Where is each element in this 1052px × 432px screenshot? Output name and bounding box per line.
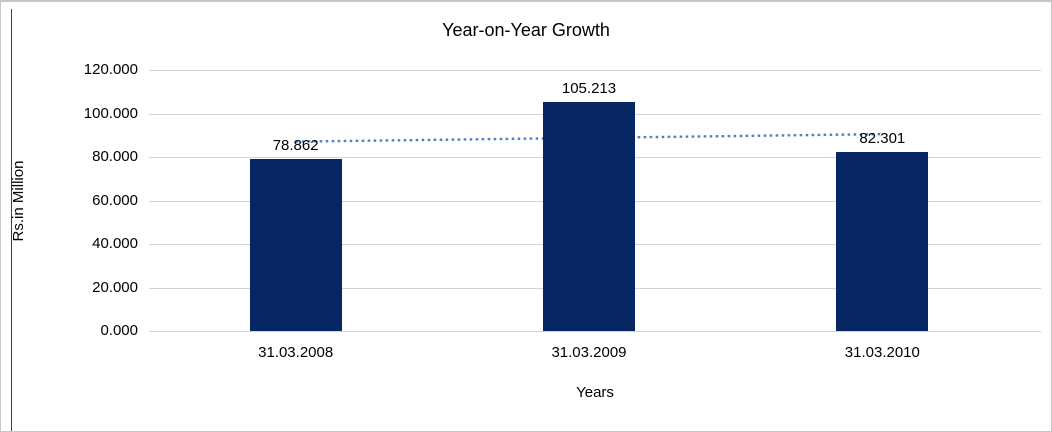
data-label: 82.301 <box>859 129 906 147</box>
y-axis-tick-label: 20.000 <box>92 278 138 296</box>
y-axis-tick-label: 80.000 <box>92 148 138 165</box>
data-label: 78.862 <box>272 137 319 155</box>
bar-31.03.2008 <box>249 159 342 331</box>
gridline <box>149 331 1041 332</box>
y-axis-tick-label: 40.000 <box>92 235 138 252</box>
chart-title: Year-on-Year Growth <box>442 20 610 40</box>
y-axis-tick-label: 60.000 <box>92 191 138 209</box>
x-axis-tick-label: 31.03.2010 <box>844 344 920 361</box>
y-axis-tick-label: 120.000 <box>83 61 138 78</box>
bar-31.03.2010 <box>836 151 929 331</box>
chart-frame-border <box>11 9 12 431</box>
gridline <box>149 70 1041 71</box>
y-axis-tick-label: 0.000 <box>100 322 138 339</box>
x-axis-tick-label: 31.03.2008 <box>258 344 334 361</box>
bar-31.03.2009 <box>543 102 635 331</box>
x-axis-tick-label: 31.03.2009 <box>551 344 627 361</box>
x-axis-title: Years <box>576 384 614 401</box>
data-label: 105.213 <box>561 80 617 98</box>
y-axis-tick-label: 100.000 <box>83 104 138 122</box>
